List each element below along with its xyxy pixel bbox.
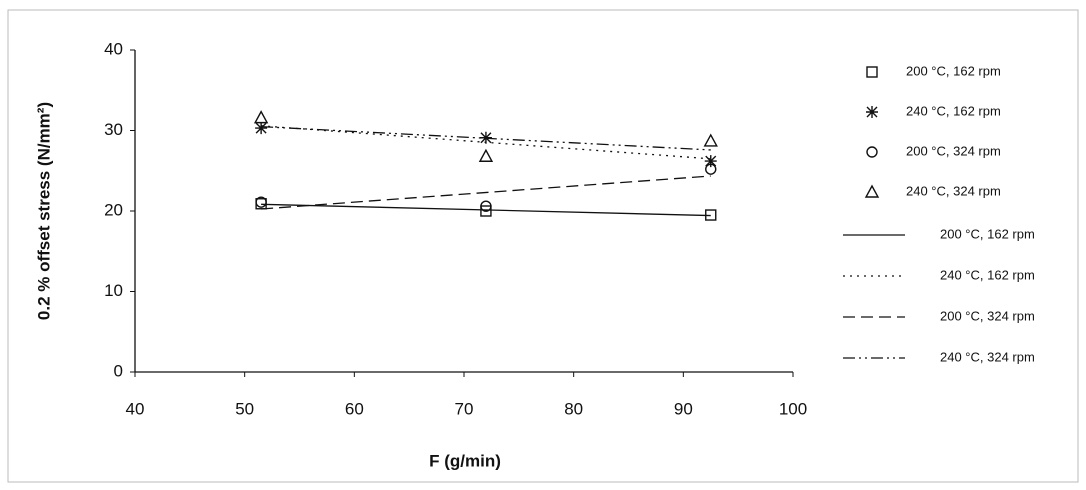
marker-triangle — [478, 148, 494, 162]
marker-star — [704, 155, 717, 168]
legend-marker — [866, 66, 878, 78]
legend-label: 200 °C, 324 rpm — [940, 308, 1035, 323]
x-tick-label: 40 — [126, 399, 145, 418]
y-tick-label: 10 — [104, 281, 123, 300]
marker-star — [255, 122, 268, 135]
legend-marker — [864, 184, 880, 198]
marker-triangle — [253, 110, 269, 124]
marker-triangle — [703, 133, 718, 147]
x-tick-label: 90 — [674, 399, 693, 418]
legend-label: 240 °C, 162 rpm — [940, 267, 1035, 282]
frame — [7, 9, 1079, 483]
y-tick-label: 30 — [104, 120, 123, 139]
legend-label: 240 °C, 324 rpm — [940, 349, 1035, 364]
legend-marker — [866, 106, 878, 118]
y-tick-label: 0 — [114, 361, 123, 380]
x-tick-label: 80 — [564, 399, 583, 418]
legend-label: 240 °C, 162 rpm — [906, 103, 1001, 118]
y-tick-label: 40 — [104, 39, 123, 58]
y-axis-title: 0.2 % offset stress (N/mm²) — [34, 102, 53, 320]
legend-label: 200 °C, 162 rpm — [906, 63, 1001, 78]
marker-circle — [480, 200, 492, 212]
marker-circle — [705, 163, 717, 175]
trend-line — [261, 175, 711, 210]
marker-square — [480, 205, 492, 217]
x-tick-label: 50 — [235, 399, 254, 418]
x-tick-label: 100 — [779, 399, 807, 418]
marker-square — [705, 209, 717, 221]
marker-circle — [255, 196, 267, 208]
legend-label: 200 °C, 324 rpm — [906, 143, 1001, 158]
legend-label: 240 °C, 324 rpm — [906, 183, 1001, 198]
y-tick-label: 20 — [104, 200, 123, 219]
x-tick-label: 60 — [345, 399, 364, 418]
trend-line — [261, 125, 711, 151]
x-axis-title: F (g/min) — [429, 451, 501, 470]
trend-line — [261, 203, 711, 217]
legend-label: 200 °C, 162 rpm — [940, 226, 1035, 241]
legend-marker — [866, 146, 878, 158]
x-tick-label: 70 — [455, 399, 474, 418]
